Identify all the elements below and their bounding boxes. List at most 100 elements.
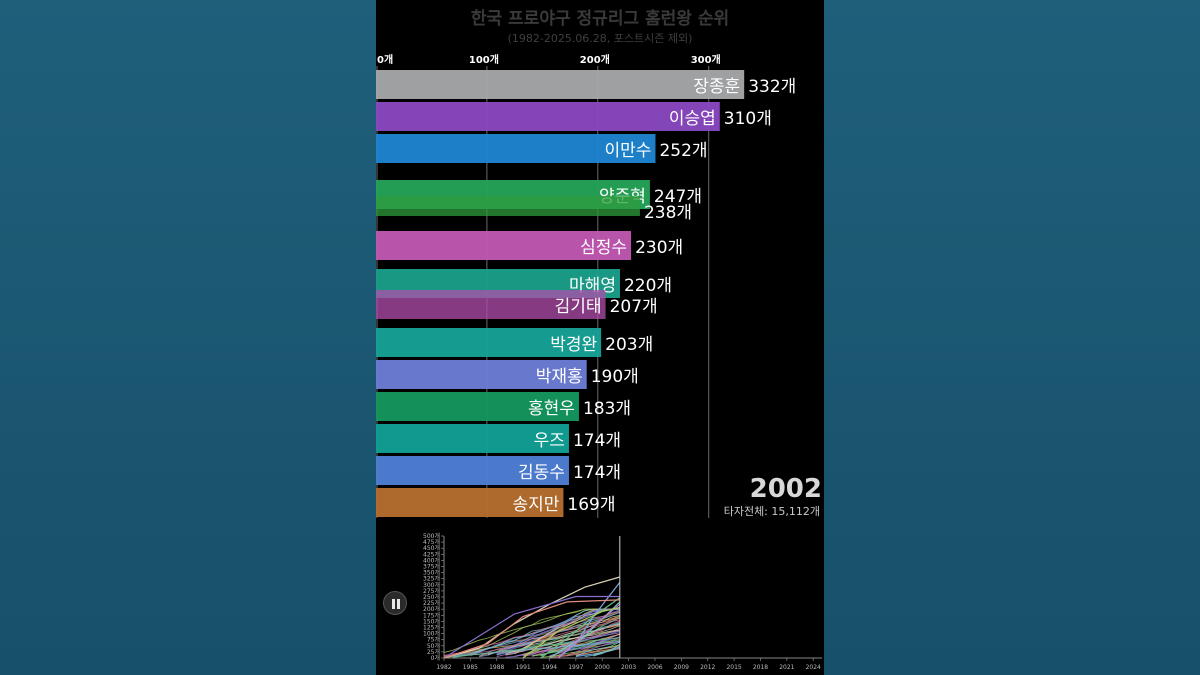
bar <box>376 360 587 389</box>
bar-name-label: 심정수 <box>580 238 627 258</box>
bar-value-label: 230개 <box>635 238 683 258</box>
bar <box>376 102 720 131</box>
bar <box>376 134 656 163</box>
y-tick-label: 100개 <box>423 630 440 638</box>
x-tick-label: 1997 <box>568 664 583 671</box>
y-tick-label: 475개 <box>423 538 440 546</box>
bar <box>376 290 606 319</box>
bar-name-label: 김기태 <box>555 297 602 317</box>
y-tick-label: 250개 <box>423 593 440 601</box>
bar-name-label: 박재홍 <box>536 367 583 387</box>
bar-name-label: 송지만 <box>512 495 559 515</box>
bar <box>376 424 569 453</box>
y-tick-label: 225개 <box>423 599 440 607</box>
y-tick-label: 125개 <box>423 624 440 632</box>
x-tick-label: 300개 <box>691 53 721 66</box>
bar-group: 김기태 207개 <box>376 290 658 319</box>
x-tick-label: 2003 <box>621 664 636 671</box>
x-tick-label: 1985 <box>463 664 478 671</box>
player-line <box>496 608 620 654</box>
y-tick-label: 325개 <box>423 575 440 583</box>
bar-value-label: 203개 <box>605 335 653 355</box>
leader-line <box>557 603 621 659</box>
bar-value-label: 238개 <box>644 203 692 223</box>
leader-line <box>549 601 621 659</box>
bar-value-label: 190개 <box>591 367 639 387</box>
bar-value-label: 252개 <box>659 141 707 161</box>
x-tick-label: 1982 <box>436 664 451 671</box>
leader-line <box>443 595 620 659</box>
player-line <box>470 608 620 657</box>
bar-value-label: 174개 <box>573 463 621 483</box>
bar-group: 박경완 203개 <box>376 328 653 357</box>
x-tick-label: 2006 <box>647 664 662 671</box>
x-tick-label: 100개 <box>469 53 499 66</box>
y-tick-label: 425개 <box>423 550 440 558</box>
x-tick-label: 0개 <box>377 53 393 66</box>
chart-subtitle: (1982-2025.06.28, 포스트시즌 제외) <box>507 32 693 45</box>
leader-line <box>443 599 620 659</box>
leader-line <box>557 582 621 659</box>
bar-value-label: 247개 <box>654 187 702 207</box>
x-tick-label: 1988 <box>489 664 504 671</box>
chart-title: 한국 프로야구 정규리그 홈런왕 순위 <box>470 9 730 29</box>
y-tick-label: 175개 <box>423 611 440 619</box>
y-tick-label: 75개 <box>427 636 440 644</box>
y-tick-label: 450개 <box>423 544 440 552</box>
y-tick-label: 150개 <box>423 617 440 625</box>
y-tick-label: 25개 <box>427 648 440 656</box>
bar-name-label: 박경완 <box>550 335 597 355</box>
bar <box>376 231 632 260</box>
bar-value-label: 310개 <box>724 109 772 129</box>
bar <box>376 328 602 357</box>
y-tick-label: 500개 <box>423 532 440 540</box>
bar-value-label: 332개 <box>748 77 796 97</box>
player-line <box>593 643 621 655</box>
x-tick-label: 2018 <box>753 664 768 671</box>
cumulative-line-chart: 0개25개50개75개100개125개150개175개200개225개250개2… <box>423 532 822 671</box>
y-tick-label: 50개 <box>427 642 440 650</box>
bar-group: 송지만 169개 <box>376 488 616 517</box>
bar-value-label: 183개 <box>583 399 631 419</box>
bar-name-label: 장종훈 <box>693 77 740 97</box>
y-tick-label: 200개 <box>423 605 440 613</box>
player-line <box>452 637 620 658</box>
bar-group: 박재홍 190개 <box>376 360 639 389</box>
y-tick-label: 400개 <box>423 556 440 564</box>
x-tick-label: 2009 <box>674 664 689 671</box>
player-line <box>575 641 620 657</box>
bar-name-label: 이만수 <box>605 141 652 161</box>
x-tick-label: 2021 <box>779 664 794 671</box>
bar-group: 이만수 252개 <box>376 134 708 163</box>
bar <box>376 488 564 517</box>
bar-name-label: 홍현우 <box>528 399 575 419</box>
bar-group: 장종훈 332개 <box>376 70 796 99</box>
leader-line <box>522 606 620 659</box>
y-tick-label: 350개 <box>423 569 440 577</box>
x-tick-label: 200개 <box>580 53 610 66</box>
pause-icon[interactable] <box>383 591 407 615</box>
y-tick-label: 300개 <box>423 581 440 589</box>
bar-group: 김동수 174개 <box>376 456 621 485</box>
video-frame: 한국 프로야구 정규리그 홈런왕 순위 (1982-2025.06.28, 포스… <box>376 0 824 675</box>
bar-group: 심정수 230개 <box>376 231 683 260</box>
x-tick-label: 2015 <box>726 664 741 671</box>
bar-group: 홍현우 183개 <box>376 392 631 421</box>
current-year-label: 2002 <box>749 474 822 504</box>
x-tick-label: 2012 <box>700 664 715 671</box>
bar <box>376 70 745 99</box>
player-line <box>461 608 620 657</box>
y-tick-label: 375개 <box>423 563 440 571</box>
bar-name-label: 이승엽 <box>669 109 716 129</box>
leader-line <box>540 597 621 659</box>
x-tick-label: 1994 <box>542 664 557 671</box>
bar-name-label: 우즈 <box>534 431 565 451</box>
bar-group: 이승엽 310개 <box>376 102 772 131</box>
bar-value-label: 220개 <box>624 276 672 296</box>
y-tick-label: 275개 <box>423 587 440 595</box>
bar-value-label: 207개 <box>610 297 658 317</box>
bar-group: 우즈 174개 <box>376 424 621 453</box>
bar-race-chart: 0개100개200개300개장종훈332개이승엽310개이만수252개양준혁24… <box>376 53 796 518</box>
bar-value-label: 174개 <box>573 431 621 451</box>
bar <box>376 456 569 485</box>
